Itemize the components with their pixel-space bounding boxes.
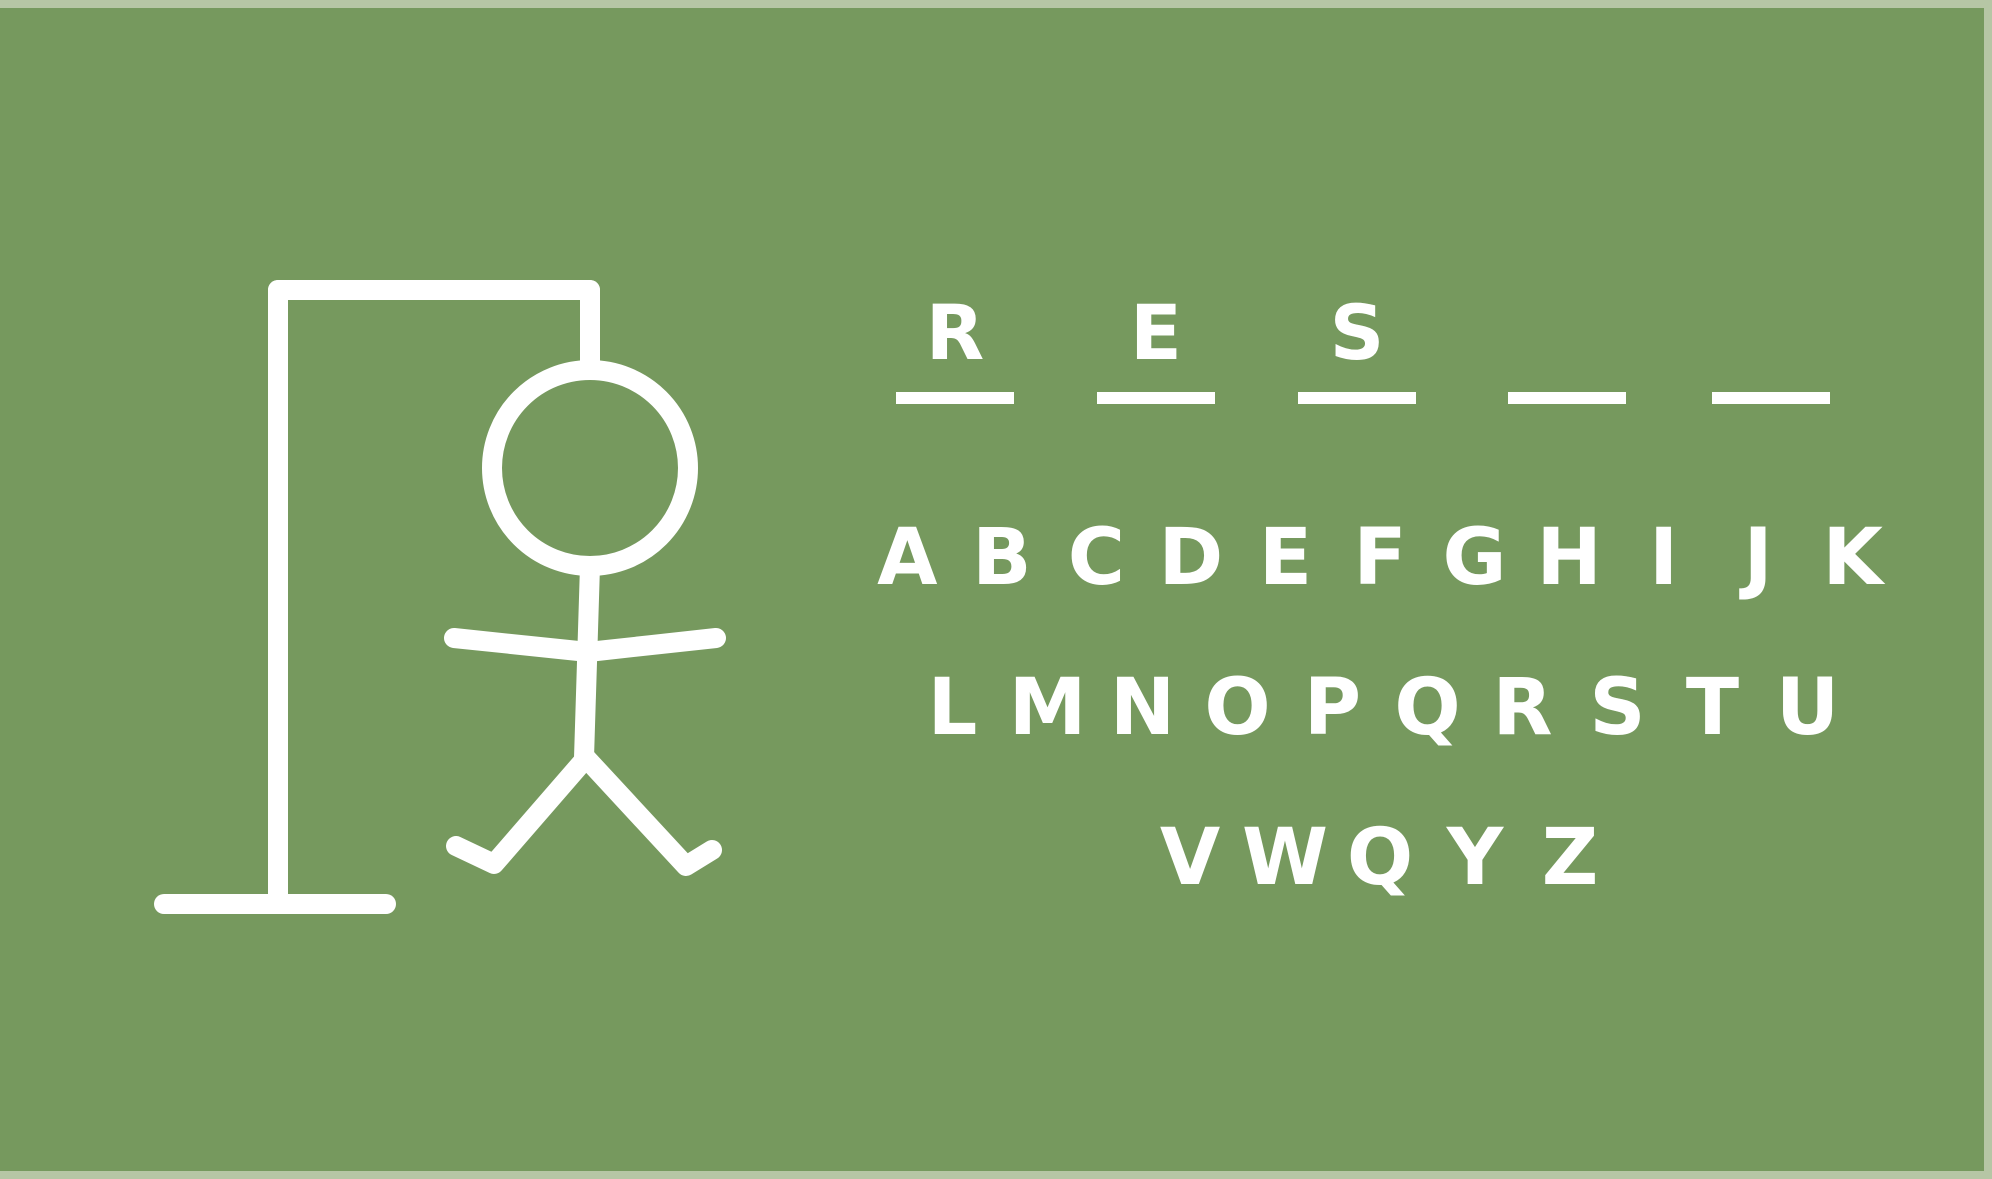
letter-key[interactable]: F xyxy=(1353,513,1407,603)
letter-slot-underline xyxy=(1508,392,1626,404)
letter-slot: R xyxy=(896,278,1014,408)
letter-key[interactable]: H xyxy=(1536,513,1602,603)
letter-key[interactable]: N xyxy=(1109,663,1176,753)
letter-key[interactable]: Q xyxy=(1346,813,1414,903)
hangman-left-arm xyxy=(444,628,598,662)
letter-slot xyxy=(1508,278,1626,408)
letter-slot-char: R xyxy=(925,288,985,377)
letter-key[interactable]: G xyxy=(1442,513,1507,603)
letter-key[interactable]: K xyxy=(1822,513,1883,603)
letter-key[interactable]: E xyxy=(1258,513,1313,603)
letter-key[interactable]: J xyxy=(1743,513,1773,603)
letter-slot-underline xyxy=(896,392,1014,404)
letter-slot: E xyxy=(1097,278,1215,408)
letter-slot xyxy=(1712,278,1830,408)
letter-slot-underline xyxy=(1298,392,1416,404)
letter-slot-char: S xyxy=(1329,288,1385,377)
letter-key[interactable]: O xyxy=(1204,663,1271,753)
letter-slot-underline xyxy=(1097,392,1215,404)
letter-key[interactable]: T xyxy=(1685,663,1740,753)
hangman-body xyxy=(574,556,600,768)
letter-key[interactable]: W xyxy=(1241,813,1329,903)
letter-key[interactable]: V xyxy=(1159,813,1221,903)
letter-slot: S xyxy=(1298,278,1416,408)
letter-key[interactable]: B xyxy=(972,513,1032,603)
letter-key[interactable]: A xyxy=(877,513,938,603)
letter-key[interactable]: L xyxy=(927,663,978,753)
letter-key[interactable]: C xyxy=(1067,513,1125,603)
letter-key[interactable]: D xyxy=(1158,513,1224,603)
letter-key[interactable]: I xyxy=(1649,513,1679,603)
letter-key[interactable]: S xyxy=(1589,663,1646,753)
letter-key[interactable]: Y xyxy=(1446,813,1504,903)
hangman-drawing xyxy=(154,280,726,914)
letter-key[interactable]: Z xyxy=(1541,813,1599,903)
hangman-right-leg xyxy=(576,748,722,876)
keyboard-row: L M N O P Q R S T U xyxy=(860,648,1900,798)
hangman-right-arm xyxy=(578,628,726,662)
keyboard-row: V W Q Y Z xyxy=(860,798,1900,948)
letter-slot-underline xyxy=(1712,392,1830,404)
letter-key[interactable]: R xyxy=(1492,663,1553,753)
letter-key[interactable]: P xyxy=(1303,663,1362,753)
hangman-head xyxy=(482,360,698,576)
letter-keyboard: A B C D E F G H I J K L M N O P Q R S T … xyxy=(860,498,1900,948)
letter-key[interactable]: Q xyxy=(1394,663,1461,753)
word-display: R E S xyxy=(880,278,1900,428)
letter-key[interactable]: M xyxy=(1008,663,1087,753)
letter-slot-char: E xyxy=(1130,288,1182,377)
hangman-left-leg xyxy=(446,748,596,874)
game-board: R E S A B C D E F G H I xyxy=(0,8,1984,1171)
letter-key[interactable]: U xyxy=(1775,663,1840,753)
keyboard-row: A B C D E F G H I J K xyxy=(860,498,1900,648)
